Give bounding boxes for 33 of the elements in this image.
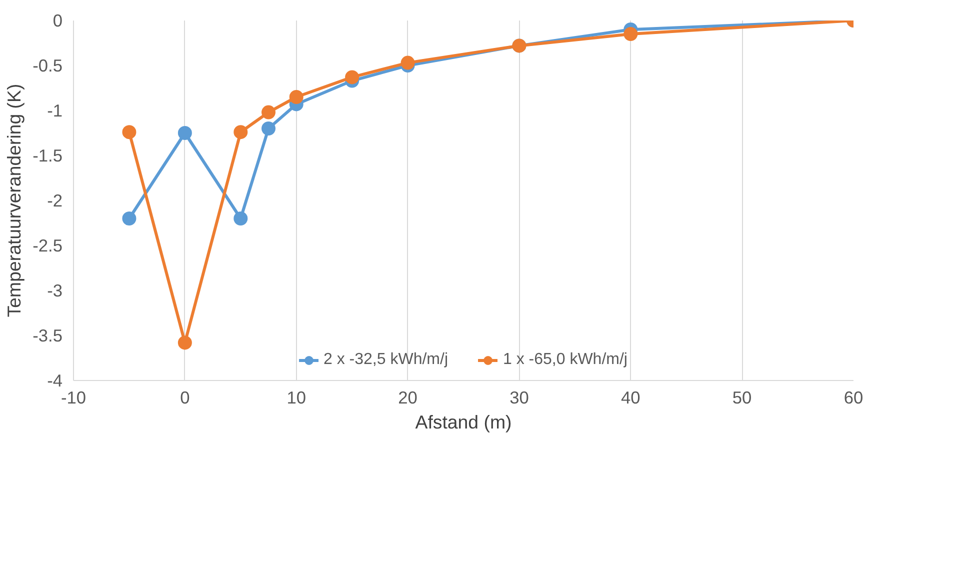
point <box>178 336 192 350</box>
y-tick-label: -3 <box>47 280 63 300</box>
x-axis-title: Afstand (m) <box>415 412 512 432</box>
point <box>262 105 276 120</box>
point <box>234 212 248 226</box>
y-tick-label: -0.5 <box>32 56 62 76</box>
y-tick-label: -4 <box>47 370 63 390</box>
y-tick-label: -1 <box>47 100 63 120</box>
point <box>289 90 304 104</box>
y-tick-label: -1.5 <box>32 146 62 166</box>
y-tick-label: -3.5 <box>32 326 62 346</box>
point <box>234 125 248 140</box>
point <box>624 27 638 41</box>
y-tick-label: -2 <box>47 190 63 210</box>
x-tick-label: 0 <box>180 388 190 408</box>
y-axis-title: Temperatuurverandering (K) <box>4 84 25 318</box>
point <box>122 212 136 226</box>
x-tick-label: 10 <box>286 388 306 408</box>
point <box>262 122 276 136</box>
legend-label: 1 x -65,0 kWh/m/j <box>503 351 628 369</box>
point <box>178 126 192 140</box>
point <box>122 125 136 140</box>
point <box>400 56 415 70</box>
x-tick-label: 60 <box>844 388 864 408</box>
x-tick-label: 40 <box>621 388 640 408</box>
y-tick-label: -2.5 <box>32 236 62 256</box>
point <box>345 70 360 84</box>
x-tick-label: -10 <box>60 388 86 408</box>
x-tick-label: 30 <box>510 388 529 408</box>
y-tick-label: 0 <box>52 10 63 30</box>
legend-label: 2 x -32,5 kWh/m/j <box>324 351 448 369</box>
x-tick-label: 50 <box>732 388 752 408</box>
x-tick-label: 20 <box>398 388 418 408</box>
